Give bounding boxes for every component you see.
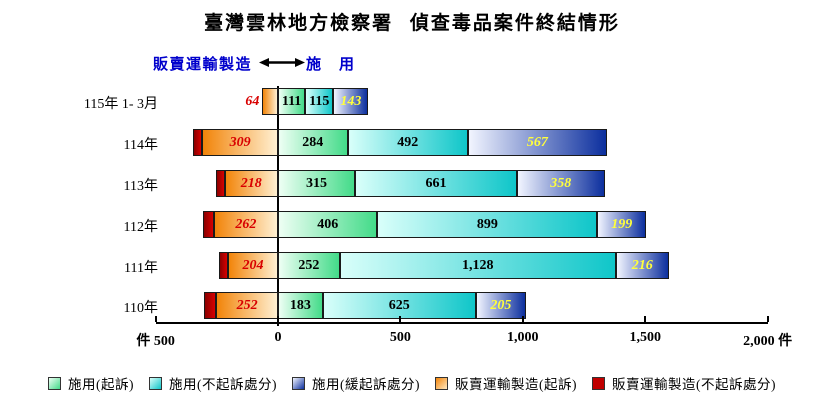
- legend: 施用(起訴) 施用(不起訴處分) 施用(緩起訴處分) 販賣運輸製造(起訴) 販賣運輸製造…: [0, 373, 824, 393]
- bar-value-label: 252: [298, 258, 320, 273]
- legend-label: 施用(不起訴處分): [169, 377, 277, 392]
- chart-title: 臺灣雲林地方檢察署 偵查毒品案件終結情形: [204, 13, 620, 34]
- bar-value-label: 218: [240, 176, 262, 191]
- x-axis-tick-label: 0: [274, 330, 282, 345]
- bar-value-label: 625: [388, 298, 410, 313]
- category-label: 110年: [123, 301, 158, 316]
- legend-item: 施用(起訴): [48, 373, 134, 393]
- legend-swatch-icon: [149, 376, 162, 390]
- bar-segment: [215, 170, 225, 197]
- legend-label: 販賣運輸製造(不起訴處分): [612, 377, 776, 392]
- bar-segment: [339, 252, 616, 279]
- bar-segment: [278, 211, 378, 238]
- bar-segment: [278, 292, 323, 319]
- bar-segment: [202, 129, 278, 156]
- right-side-header: 施 用: [306, 57, 356, 73]
- category-label: 111年: [124, 261, 158, 276]
- bar-segment: [305, 88, 334, 115]
- bar-segment: [333, 88, 369, 115]
- bar-value-label: 406: [317, 217, 339, 232]
- bar-segment: [516, 170, 605, 197]
- bar-segment: [278, 129, 348, 156]
- bar-value-label: 64: [245, 94, 260, 109]
- legend-swatch-icon: [48, 376, 61, 390]
- bar-value-label: 111: [281, 94, 302, 109]
- bar-value-label: 115: [309, 94, 330, 109]
- bar-value-label: 262: [235, 217, 257, 232]
- bar-value-label: 567: [526, 135, 548, 150]
- bar-segment: [193, 129, 203, 156]
- bar-value-label: 309: [229, 135, 251, 150]
- legend-swatch-icon: [592, 376, 605, 390]
- x-axis-tick-label: 件 500: [136, 334, 175, 349]
- bar-value-label: 199: [611, 217, 633, 232]
- bar-segment: [355, 170, 517, 197]
- category-label: 114年: [123, 138, 158, 153]
- legend-label: 施用(緩起訴處分): [312, 377, 420, 392]
- legend-label: 販賣運輸製造(起訴): [455, 377, 577, 392]
- bar-value-label: 661: [425, 176, 447, 191]
- bar-value-label: 492: [397, 135, 419, 150]
- x-axis-tick: [644, 316, 647, 322]
- x-axis-tick: [154, 316, 157, 322]
- bar-segment: [322, 292, 476, 319]
- bar-value-label: 284: [302, 135, 324, 150]
- bar-segment: [228, 252, 278, 279]
- legend-label: 施用(起訴): [68, 377, 134, 392]
- x-axis-tick-label: 1,500: [629, 330, 661, 345]
- legend-swatch-icon: [292, 376, 305, 390]
- bar-value-label: 252: [236, 298, 258, 313]
- x-axis-line: [155, 322, 768, 324]
- bar-segment: [278, 252, 340, 279]
- legend-item: 販賣運輸製造(不起訴處分): [592, 373, 776, 393]
- bar-segment: [203, 211, 214, 238]
- x-axis-tick: [399, 316, 402, 322]
- x-axis-tick-label: 2,000 件: [743, 334, 793, 349]
- bar-segment: [377, 211, 598, 238]
- bar-value-label: 315: [306, 176, 328, 191]
- bar-segment: [615, 252, 669, 279]
- bar-segment: [216, 292, 278, 319]
- legend-swatch-icon: [435, 376, 448, 390]
- double-arrow-icon: [259, 56, 305, 74]
- bar-segment: [204, 292, 217, 319]
- bar-segment: [475, 292, 526, 319]
- category-label: 115年 1- 3月: [83, 97, 158, 112]
- bar-segment: [262, 88, 278, 115]
- bar-segment: [224, 170, 278, 197]
- bar-value-label: 1,128: [462, 258, 494, 273]
- bar-value-label: 183: [289, 298, 311, 313]
- bar-segment: [597, 211, 647, 238]
- bar-segment: [213, 211, 278, 238]
- bar-value-label: 143: [340, 94, 362, 109]
- bar-value-label: 216: [631, 258, 653, 273]
- category-label: 112年: [123, 220, 158, 235]
- left-side-header: 販賣運輸製造: [152, 57, 252, 73]
- legend-item: 施用(緩起訴處分): [292, 373, 420, 393]
- bar-value-label: 358: [550, 176, 572, 191]
- category-label: 113年: [123, 179, 158, 194]
- bar-value-label: 205: [490, 298, 512, 313]
- x-axis-tick: [277, 316, 279, 322]
- legend-item: 販賣運輸製造(起訴): [435, 373, 577, 393]
- bar-value-label: 204: [242, 258, 264, 273]
- legend-item: 施用(不起訴處分): [149, 373, 277, 393]
- x-axis-tick: [521, 316, 524, 322]
- bar-segment: [218, 252, 229, 279]
- bar-value-label: 899: [476, 217, 498, 232]
- bar-segment: [278, 88, 306, 115]
- bar-segment: [347, 129, 468, 156]
- x-axis-tick-label: 1,000: [507, 330, 539, 345]
- bar-segment: [278, 170, 356, 197]
- zero-axis-line: [277, 86, 279, 326]
- bar-segment: [467, 129, 607, 156]
- x-axis-tick: [766, 316, 769, 322]
- x-axis-tick-label: 500: [389, 330, 411, 345]
